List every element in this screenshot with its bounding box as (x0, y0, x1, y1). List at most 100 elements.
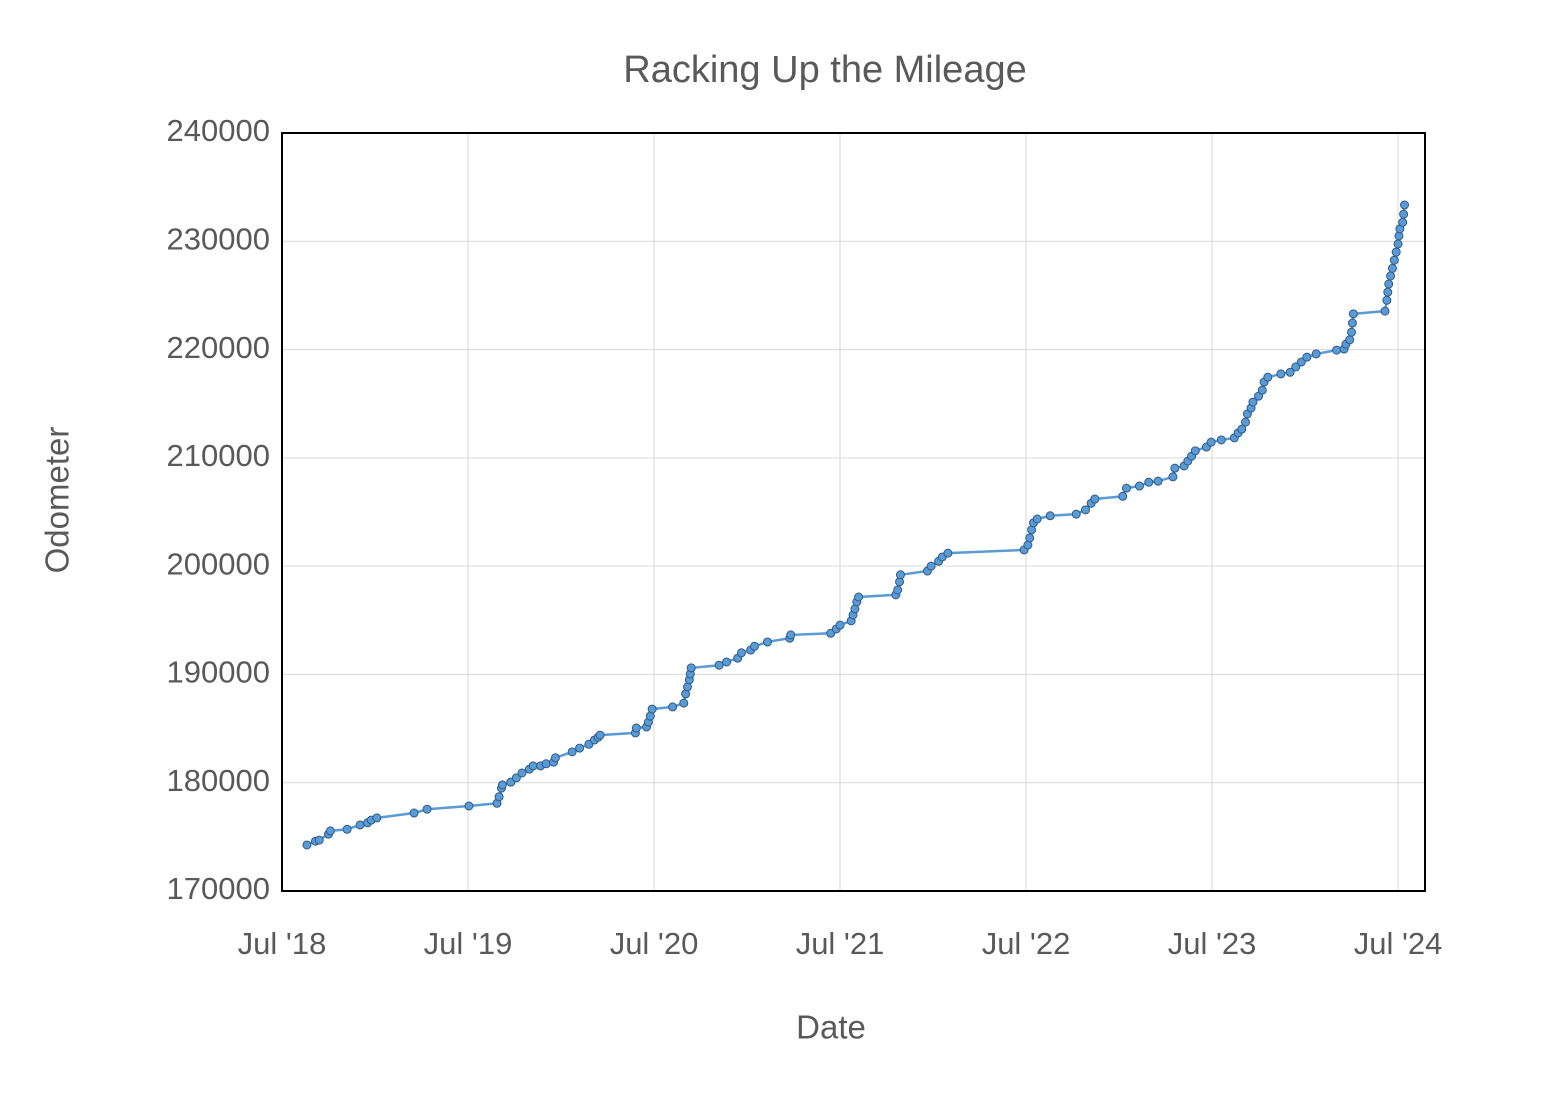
data-point (893, 585, 903, 595)
plot-frame (281, 132, 1426, 892)
data-point (1071, 509, 1081, 519)
y-tick-label: 220000 (167, 330, 270, 365)
data-point (1190, 446, 1200, 456)
y-tick-label: 190000 (167, 655, 270, 690)
data-point (528, 761, 538, 771)
data-point (1380, 306, 1390, 316)
y-tick-label: 240000 (167, 113, 270, 148)
x-tick-label: Jul '18 (238, 926, 327, 961)
x-tick-label: Jul '21 (796, 926, 885, 961)
x-tick-label: Jul '22 (982, 926, 1071, 961)
data-point (355, 820, 365, 830)
data-point (835, 620, 845, 630)
data-point (668, 702, 678, 712)
chart-title: Racking Up the Mileage (623, 49, 1026, 91)
data-point (1399, 209, 1409, 219)
data-point (647, 704, 657, 714)
data-point (1383, 287, 1393, 297)
data-point (926, 561, 936, 571)
data-point (372, 813, 382, 823)
data-point (1387, 263, 1397, 273)
data-point (325, 826, 335, 836)
data-point (786, 630, 796, 640)
data-point (749, 641, 759, 651)
x-tick-label: Jul '19 (424, 926, 513, 961)
data-point (1134, 481, 1144, 491)
data-point (1263, 372, 1273, 382)
data-point (1153, 476, 1163, 486)
data-point (1118, 491, 1128, 501)
data-point (541, 759, 551, 769)
y-tick-label: 170000 (167, 871, 270, 906)
data-point (1025, 533, 1035, 543)
data-point (302, 840, 312, 850)
data-point (1248, 397, 1258, 407)
data-point (1347, 318, 1357, 328)
y-axis-label: Odometer (39, 427, 76, 574)
data-point (1348, 309, 1358, 319)
data-point (1276, 369, 1286, 379)
data-point (895, 570, 905, 580)
data-point (943, 548, 953, 558)
data-point (1081, 505, 1091, 515)
data-point (1391, 247, 1401, 257)
data-point (1090, 494, 1100, 504)
data-point (494, 792, 504, 802)
data-point (511, 773, 521, 783)
data-point (1384, 279, 1394, 289)
data-point (1311, 349, 1321, 359)
data-point (631, 723, 641, 733)
data-point (342, 824, 352, 834)
data-point (1241, 417, 1251, 427)
data-point (1257, 385, 1267, 395)
data-point (1170, 463, 1180, 473)
x-tick-label: Jul '24 (1354, 926, 1443, 961)
data-point (567, 747, 577, 757)
data-point (1285, 367, 1295, 377)
data-point (714, 660, 724, 670)
data-point (422, 804, 432, 814)
data-point (686, 663, 696, 673)
data-point (1216, 435, 1226, 445)
data-point (736, 648, 746, 658)
data-point (1302, 352, 1312, 362)
data-point (1345, 335, 1355, 345)
x-tick-label: Jul '23 (1168, 926, 1257, 961)
y-tick-label: 210000 (167, 438, 270, 473)
data-point (1332, 345, 1342, 355)
x-axis-label: Date (796, 1009, 866, 1046)
y-tick-label: 180000 (167, 763, 270, 798)
data-point (1296, 357, 1306, 367)
data-point (1386, 271, 1396, 281)
y-tick-label: 200000 (167, 546, 270, 581)
data-point (464, 801, 474, 811)
data-point (1206, 437, 1216, 447)
data-point (1393, 239, 1403, 249)
data-point (409, 808, 419, 818)
data-point (722, 657, 732, 667)
data-point (1291, 362, 1301, 372)
data-point (1032, 514, 1042, 524)
data-point (1168, 472, 1178, 482)
data-point (1382, 295, 1392, 305)
data-point (550, 753, 560, 763)
data-point (679, 698, 689, 708)
data-point (1144, 477, 1154, 487)
data-point (1237, 424, 1247, 434)
data-point (575, 743, 585, 753)
data-point (1400, 200, 1410, 210)
data-point (1389, 255, 1399, 265)
data-point (854, 592, 864, 602)
data-point (314, 835, 324, 845)
data-point (762, 637, 772, 647)
data-point (1398, 217, 1408, 227)
y-tick-label: 230000 (167, 221, 270, 256)
x-tick-label: Jul '20 (610, 926, 699, 961)
data-point (595, 730, 605, 740)
data-point (1347, 327, 1357, 337)
data-point (1045, 511, 1055, 521)
data-point (1121, 483, 1131, 493)
data-point (517, 768, 527, 778)
